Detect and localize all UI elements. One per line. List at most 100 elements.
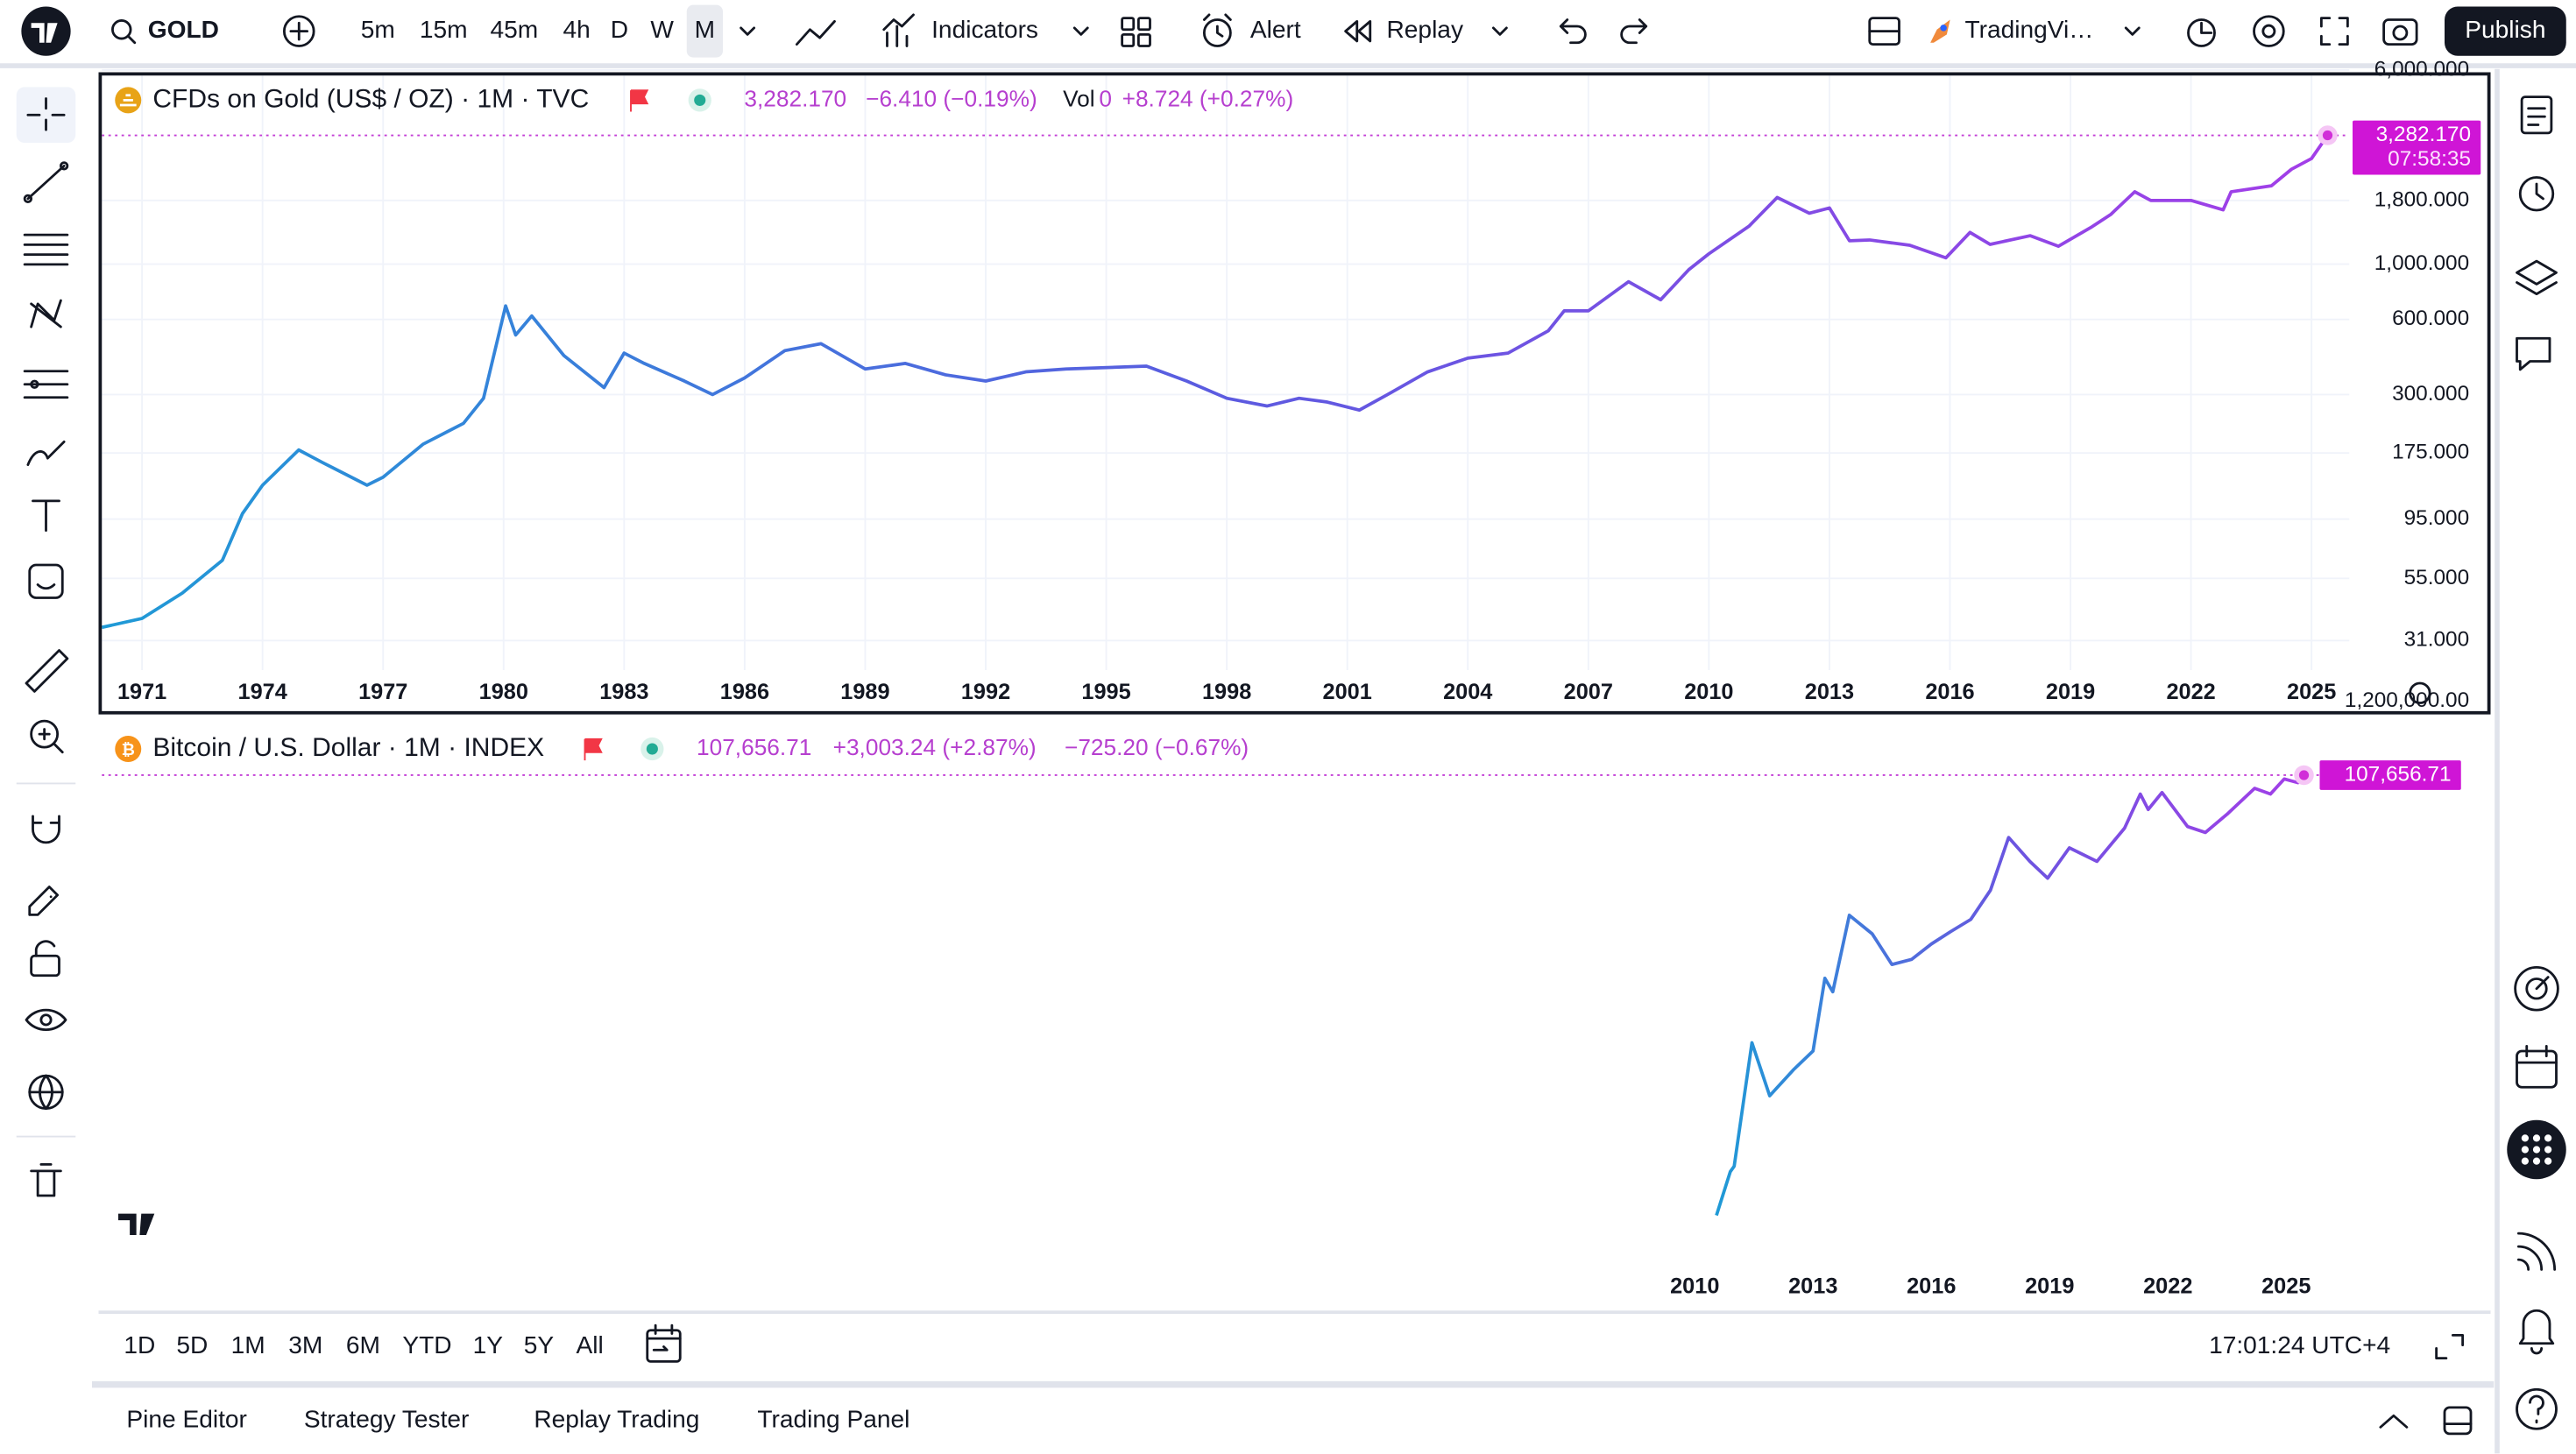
publish-label[interactable]: Publish <box>2465 16 2545 43</box>
svg-text:₿: ₿ <box>122 740 135 759</box>
x-tick-label: 2025 <box>2261 1274 2311 1299</box>
chart-type[interactable] <box>795 19 836 46</box>
logo[interactable] <box>21 6 71 56</box>
y-tick-label: 31.000 <box>2404 628 2470 652</box>
replay-button[interactable]: Replay <box>1387 16 1464 43</box>
vol-change: +8.724 (+0.27%) <box>1122 85 1294 111</box>
countdown: 07:58:35 <box>2388 147 2471 171</box>
y-tick-label: 175.000 <box>2392 441 2469 464</box>
range-button[interactable]: All <box>577 1331 604 1359</box>
x-tick-label: 2025 <box>2287 680 2336 704</box>
gold-pane-border <box>98 72 2491 715</box>
interval[interactable]: 45m <box>491 16 539 43</box>
range-button[interactable]: 5D <box>176 1331 208 1359</box>
vol-value: 0 <box>1099 85 1112 111</box>
last-price-dot <box>2322 130 2333 141</box>
x-tick-label: 1995 <box>1081 680 1130 704</box>
bitcoin-plot: 1,200,000.00 2010 2013 2016 2019 2022 2025 107,… <box>102 688 2469 1299</box>
price-line <box>101 134 2330 630</box>
x-tick-label: 1971 <box>117 680 166 704</box>
range-button[interactable]: 1D <box>124 1331 155 1359</box>
x-tick-label: 2019 <box>2046 680 2095 704</box>
x-tick-label: 2022 <box>2166 680 2215 704</box>
bottom-tab[interactable]: Trading Panel <box>757 1405 909 1432</box>
bitcoin-change: +3,003.24 (+2.87%) <box>833 734 1037 760</box>
x-tick-label: 2013 <box>1805 680 1854 704</box>
x-tick-label: 2013 <box>1788 1274 1837 1299</box>
x-tick-label: 1986 <box>720 680 769 704</box>
x-tick-label: 1977 <box>358 680 407 704</box>
x-tick-label: 2019 <box>2025 1274 2074 1299</box>
layout-name[interactable]: TradingVi… <box>1965 16 2094 43</box>
range-button[interactable]: 5Y <box>524 1331 555 1359</box>
x-tick-label: 2022 <box>2143 1274 2192 1299</box>
bitcoin-change-2: −725.20 (−0.67%) <box>1065 734 1249 760</box>
active-interval-bg <box>686 4 723 58</box>
interval[interactable]: 4h <box>563 16 590 43</box>
bottom-tabs: Pine Editor Strategy Tester Replay Trading… <box>126 1405 2473 1436</box>
watermark <box>118 1213 155 1236</box>
publish-button[interactable] <box>2445 6 2566 56</box>
symbol[interactable]: GOLD <box>148 16 219 43</box>
last-price-dot <box>2298 770 2310 780</box>
interval[interactable]: 15m <box>420 16 468 43</box>
gold-last: 3,282.170 <box>744 85 846 111</box>
interval[interactable]: M <box>695 16 715 43</box>
bitcoin-title: Bitcoin / U.S. Dollar · 1M · INDEX <box>152 733 544 762</box>
range-button[interactable]: 6M <box>346 1331 380 1359</box>
alert-button[interactable]: Alert <box>1250 16 1301 43</box>
compare-button[interactable] <box>282 15 315 47</box>
y-tick-label: 300.000 <box>2392 382 2469 406</box>
bitcoin-last: 107,656.71 <box>697 734 811 760</box>
x-tick-label: 1983 <box>599 680 648 704</box>
x-tick-label: 2016 <box>1907 1274 1956 1299</box>
gold-legend: CFDs on Gold (US$ / OZ) · 1M · TVC 3,282… <box>115 84 1294 114</box>
bitcoin-legend: ₿ Bitcoin / U.S. Dollar · 1M · INDEX 107… <box>115 733 1249 763</box>
price-tag <box>2353 120 2481 175</box>
gold-pane <box>100 74 2489 713</box>
indicators-button[interactable]: Indicators <box>931 16 1038 43</box>
range-button[interactable]: YTD <box>402 1331 451 1359</box>
price-tag-label: 107,656.71 <box>2345 762 2452 786</box>
range-button[interactable]: 1Y <box>473 1331 504 1359</box>
x-tick-label: 1992 <box>961 680 1010 704</box>
y-tick-label: 1,800.000 <box>2374 187 2469 211</box>
interval[interactable]: D <box>611 16 628 43</box>
price-tag <box>2319 760 2461 790</box>
range-bar: 17:01:24 UTC+4 1D 5D 1M 3M 6M YTD 1Y 5Y All <box>124 1323 2465 1363</box>
y-tick-label: 1,200,000.00 <box>2345 688 2469 712</box>
x-tick-label: 1998 <box>1202 680 1251 704</box>
y-tick-label: 600.000 <box>2392 307 2469 330</box>
top-toolbar: GOLD Indicators Alert Replay TradingVi… … <box>0 4 2576 68</box>
x-tick-label: 2016 <box>1925 680 1974 704</box>
bottom-tab[interactable]: Strategy Tester <box>304 1405 470 1432</box>
range-button[interactable]: 3M <box>288 1331 322 1359</box>
x-tick-label: 2004 <box>1443 680 1492 704</box>
right-toolbar <box>2495 68 2566 1454</box>
left-toolbar <box>16 87 76 1197</box>
x-tick-label: 2010 <box>1684 680 1733 704</box>
x-tick-label: 2001 <box>1323 680 1372 704</box>
vol-label: Vol <box>1063 85 1095 111</box>
interval[interactable]: 5m <box>361 16 395 43</box>
axis-settings[interactable] <box>2409 681 2431 704</box>
gold-plot: 31.000 55.000 95.000 175.000 300.000 600.000 1… <box>101 57 2481 704</box>
clock[interactable]: 17:01:24 UTC+4 <box>2209 1331 2390 1359</box>
x-tick-label: 1980 <box>479 680 528 704</box>
bottom-tab[interactable]: Pine Editor <box>126 1405 247 1432</box>
y-tick-label: 1,000.000 <box>2374 251 2469 275</box>
bottom-tab[interactable]: Replay Trading <box>534 1405 699 1432</box>
range-button[interactable]: 1M <box>231 1331 265 1359</box>
x-tick-label: 2010 <box>1670 1274 1719 1299</box>
x-tick-label: 2007 <box>1564 680 1613 704</box>
interval[interactable]: W <box>650 16 674 43</box>
x-tick-label: 1989 <box>840 680 889 704</box>
price-line <box>1715 773 2305 1217</box>
y-tick-label: 6,000.000 <box>2374 57 2469 81</box>
y-tick-label: 55.000 <box>2404 566 2470 589</box>
gold-title: CFDs on Gold (US$ / OZ) · 1M · TVC <box>152 84 589 113</box>
x-tick-label: 1974 <box>238 680 287 704</box>
gold-change: −6.410 (−0.19%) <box>866 85 1037 111</box>
